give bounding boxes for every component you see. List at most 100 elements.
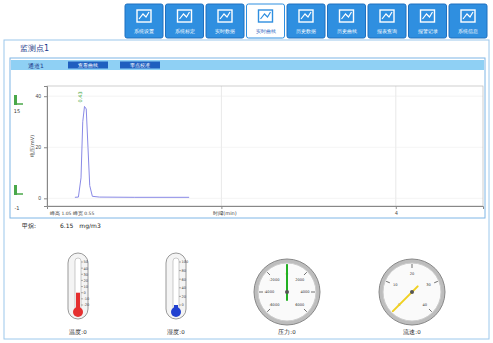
nav-label[interactable]: 实时数据 (215, 28, 235, 34)
gauge-tick-label: 40 (422, 303, 427, 307)
screen: 系统设置 系统标定 实时数据 实时曲线 历史数据 历史曲线 报表查询 报警记录 系统信息监测点1… (0, 0, 493, 343)
nav-button[interactable]: 历史曲线 (328, 4, 366, 38)
gauge: -6000-4000-20000200040006000压力:0 (254, 259, 320, 335)
tick-label: 20 (35, 144, 41, 150)
nav-button[interactable]: 系统标定 (166, 4, 204, 38)
panel-button-label[interactable]: 查看曲线 (78, 62, 98, 68)
signal-line (75, 106, 189, 197)
nav-icon (220, 12, 230, 19)
y-axis: 02040 (35, 87, 47, 207)
side-marker-handle[interactable] (17, 193, 23, 195)
nav-icon (463, 12, 473, 19)
gauge-tick (434, 281, 438, 283)
nav-label[interactable]: 历史曲线 (337, 28, 357, 34)
nav-icon (380, 10, 394, 22)
gauge-tick (267, 272, 270, 275)
gauge-tick (304, 272, 307, 275)
y-tick: 0 (38, 195, 47, 201)
dial-needle (286, 265, 288, 300)
page-title: 监测点1 (20, 44, 49, 53)
nav-button[interactable]: 历史数据 (287, 4, 325, 38)
side-marker[interactable]: 15 (14, 95, 23, 114)
gauge-label: 温度:0 (69, 328, 87, 335)
gauge-tick-label: 20 (182, 295, 187, 299)
panel-button-label[interactable]: 零点校准 (130, 62, 150, 68)
side-marker[interactable]: -1 (14, 185, 23, 211)
side-marker-label: 15 (14, 108, 20, 114)
reading-label: 甲烷: (22, 222, 36, 229)
nav-button[interactable]: 实时数据 (206, 4, 244, 38)
nav-button-bg[interactable] (287, 4, 325, 38)
gauge-label-text: 压力: (278, 329, 292, 335)
side-marker-handle[interactable] (14, 95, 17, 105)
nav-icon (180, 12, 190, 19)
nav-icon (301, 12, 311, 19)
nav-label[interactable]: 系统设置 (134, 28, 154, 34)
gauge: 020406080100湿度:0 (166, 253, 189, 335)
nav-button-bg[interactable] (328, 4, 366, 38)
gauge-tick (311, 292, 315, 293)
gauge-value: 0 (181, 329, 185, 335)
gauge-tick (304, 309, 307, 312)
dial-hub (285, 290, 289, 294)
nav-button[interactable]: 报警记录 (409, 4, 447, 38)
tick-mark (44, 198, 47, 199)
nav-button[interactable]: 报表查询 (368, 4, 406, 38)
nav-button-bg[interactable] (449, 4, 487, 38)
gauge-tick-label: 0 (84, 291, 87, 295)
nav-label[interactable]: 系统标定 (175, 28, 195, 34)
side-marker-handle[interactable] (14, 185, 17, 195)
gauge-tick-label: -6000 (269, 303, 280, 307)
gauge-label: 流速:0 (403, 328, 421, 335)
axis-line (48, 207, 484, 210)
nav-icon (461, 10, 475, 22)
nav-label[interactable]: 实时曲线 (256, 28, 276, 34)
nav-label[interactable]: 报表查询 (376, 28, 397, 34)
panel-button[interactable] (120, 62, 160, 69)
gauge-tick-label: 10 (393, 283, 398, 287)
tick-label: 4 (395, 210, 398, 216)
plot-frame (47, 86, 483, 206)
nav-icon (299, 10, 313, 22)
nav-button-bg[interactable] (166, 4, 204, 38)
dial-needle (393, 286, 418, 311)
nav-button[interactable]: 系统设置 (125, 4, 163, 38)
nav-icon (178, 10, 192, 22)
nav-button-bg[interactable] (368, 4, 406, 38)
nav-icon (382, 12, 392, 19)
nav-button-bg[interactable] (247, 4, 285, 38)
reading-number: 6.15 (60, 222, 74, 229)
nav-button-bg[interactable] (206, 4, 244, 38)
plot-marks (75, 106, 189, 197)
gauge-tick-label: -10 (84, 297, 91, 301)
nav-button-bg[interactable] (125, 4, 163, 38)
nav-icon (340, 10, 354, 22)
gauge-value: 0 (83, 329, 87, 335)
dial-rim (379, 259, 445, 325)
grid-line (221, 86, 222, 206)
nav-icon (137, 10, 151, 22)
nav-label[interactable]: 报警记录 (417, 28, 438, 34)
side-marker-handle[interactable] (17, 103, 23, 105)
gauge-value: 0 (292, 329, 296, 335)
thermometer-tube (173, 258, 179, 310)
nav-label[interactable]: 系统信息 (458, 28, 478, 34)
nav-label[interactable]: 历史数据 (296, 28, 316, 34)
dial-hub (410, 290, 414, 294)
gauge-tick-label: 0 (182, 303, 185, 307)
dial-face (258, 263, 316, 321)
axis-line (44, 87, 48, 207)
gauge-tick-label: 20 (84, 279, 89, 283)
nav-button-bg[interactable] (409, 4, 447, 38)
gauge-label-text: 湿度: (167, 328, 181, 335)
dial-rim (254, 259, 320, 325)
nav-button[interactable]: 系统信息 (449, 4, 487, 38)
gauge-value: 0 (417, 329, 421, 335)
gauge-label-text: 流速: (403, 328, 417, 335)
gauge-tick-label: 2000 (295, 278, 305, 282)
nav-button[interactable]: 实时曲线 (247, 4, 285, 38)
gauge-tick-label: -20 (84, 303, 91, 307)
panel-button[interactable] (68, 62, 108, 69)
side-marker-label: -1 (15, 205, 20, 211)
tick-mark (44, 147, 47, 148)
